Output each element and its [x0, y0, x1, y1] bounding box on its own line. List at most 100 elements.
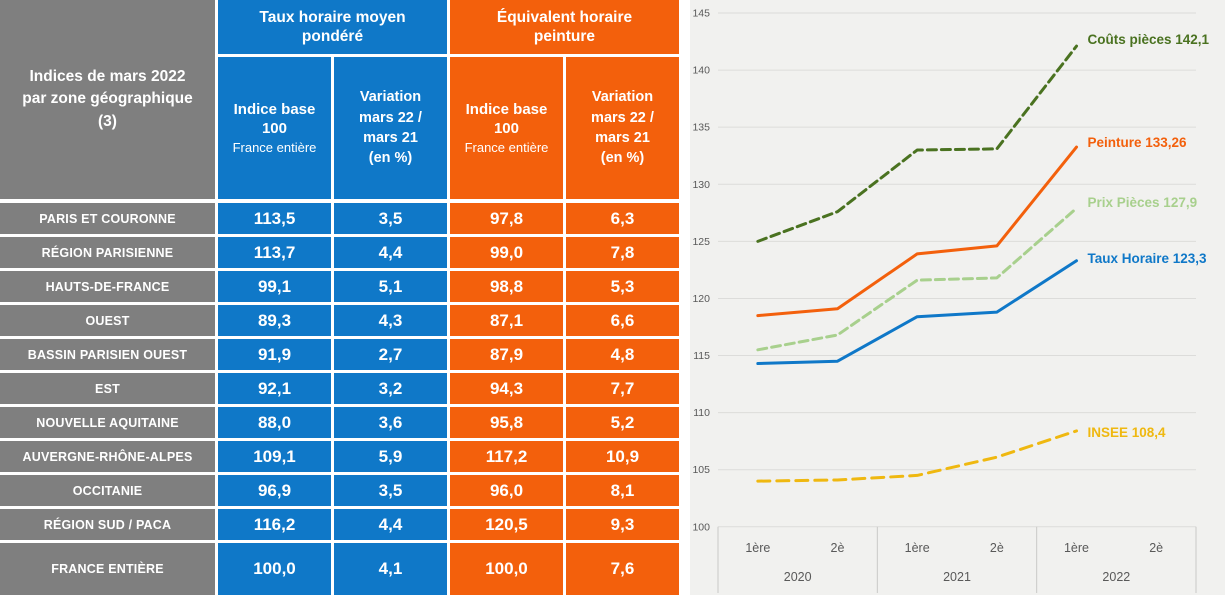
- cell-peinture-indice: 120,5: [450, 509, 563, 540]
- series-end-label: Taux Horaire 123,3: [1088, 251, 1208, 266]
- row-label: NOUVELLE AQUITAINE: [0, 407, 215, 438]
- subheader-indice-note: France entière: [232, 139, 317, 155]
- cell-taux-variation: 3,6: [334, 407, 447, 438]
- y-axis-tick-label: 120: [692, 293, 710, 305]
- table-row: OCCITANIE 96,9 3,5 96,0 8,1: [0, 475, 679, 506]
- cell-taux-indice: 89,3: [218, 305, 331, 336]
- subheader-taux-variation: Variation mars 22 / mars 21 (en %): [334, 57, 447, 199]
- table-header: Indices de mars 2022 par zone géographiq…: [0, 0, 679, 199]
- table-row: FRANCE ENTIÈRE 100,0 4,1 100,0 7,6: [0, 543, 679, 595]
- cell-taux-variation: 3,5: [334, 203, 447, 234]
- cell-peinture-indice: 87,1: [450, 305, 563, 336]
- index-line-chart: 100 105 110 115 120 125 130 135 140 145 1ère 2è 2020…: [690, 0, 1225, 595]
- cell-peinture-indice: 94,3: [450, 373, 563, 404]
- x-axis-half-label: 2è: [990, 541, 1004, 555]
- table-corner-header: Indices de mars 2022 par zone géographiq…: [0, 0, 215, 199]
- cell-peinture-indice: 100,0: [450, 543, 563, 595]
- cell-peinture-indice: 96,0: [450, 475, 563, 506]
- series-end-label: Coûts pièces 142,1: [1088, 32, 1210, 47]
- subheader-variation-label: Variation mars 22 / mars 21 (en %): [591, 89, 654, 167]
- y-axis-tick-label: 105: [692, 464, 710, 476]
- cell-peinture-indice: 98,8: [450, 271, 563, 302]
- row-label: PARIS ET COURONNE: [0, 203, 215, 234]
- cell-peinture-indice: 117,2: [450, 441, 563, 472]
- row-label: BASSIN PARISIEN OUEST: [0, 339, 215, 370]
- x-axis-half-label: 1ère: [905, 541, 930, 555]
- cell-taux-indice: 92,1: [218, 373, 331, 404]
- y-axis-tick-label: 145: [692, 8, 710, 20]
- cell-peinture-indice: 97,8: [450, 203, 563, 234]
- row-label: RÉGION SUD / PACA: [0, 509, 215, 540]
- x-axis-half-label: 2è: [831, 541, 845, 555]
- table-row: BASSIN PARISIEN OUEST 91,9 2,7 87,9 4,8: [0, 339, 679, 370]
- subheader-indice-title: Indice base 100: [465, 101, 548, 137]
- subheader-indice-note: France entière: [464, 139, 549, 155]
- chart-svg: 100 105 110 115 120 125 130 135 140 145 1ère 2è 2020…: [692, 8, 1210, 593]
- cell-taux-indice: 100,0: [218, 543, 331, 595]
- table-row: AUVERGNE-RHÔNE-ALPES 109,1 5,9 117,2 10,…: [0, 441, 679, 472]
- group-header-equivalent-peinture: Équivalent horaire peinture: [450, 0, 679, 54]
- cell-taux-variation: 3,2: [334, 373, 447, 404]
- row-label: FRANCE ENTIÈRE: [0, 543, 215, 595]
- table-row: HAUTS-DE-FRANCE 99,1 5,1 98,8 5,3: [0, 271, 679, 302]
- cell-taux-variation: 2,7: [334, 339, 447, 370]
- cell-peinture-indice: 95,8: [450, 407, 563, 438]
- table-row: PARIS ET COURONNE 113,5 3,5 97,8 6,3: [0, 203, 679, 234]
- table-body: PARIS ET COURONNE 113,5 3,5 97,8 6,3 RÉG…: [0, 203, 679, 595]
- cell-peinture-indice: 99,0: [450, 237, 563, 268]
- series-end-label: INSEE 108,4: [1088, 425, 1167, 440]
- cell-taux-indice: 113,5: [218, 203, 331, 234]
- row-label: EST: [0, 373, 215, 404]
- row-label: RÉGION PARISIENNE: [0, 237, 215, 268]
- cell-peinture-variation: 7,8: [566, 237, 679, 268]
- cell-peinture-variation: 7,7: [566, 373, 679, 404]
- subheader-peinture-indice-base: Indice base 100 France entière: [450, 57, 563, 199]
- x-axis-year-label: 2021: [943, 570, 971, 584]
- cell-peinture-indice: 87,9: [450, 339, 563, 370]
- series-end-label: Peinture 133,26: [1088, 135, 1188, 150]
- cell-taux-variation: 3,5: [334, 475, 447, 506]
- cell-peinture-variation: 7,6: [566, 543, 679, 595]
- cell-taux-indice: 116,2: [218, 509, 331, 540]
- y-axis-tick-label: 135: [692, 122, 710, 134]
- cell-taux-variation: 5,9: [334, 441, 447, 472]
- cell-peinture-variation: 6,6: [566, 305, 679, 336]
- table-row: EST 92,1 3,2 94,3 7,7: [0, 373, 679, 404]
- table-row: RÉGION PARISIENNE 113,7 4,4 99,0 7,8: [0, 237, 679, 268]
- row-label: HAUTS-DE-FRANCE: [0, 271, 215, 302]
- group-header-taux-horaire: Taux horaire moyen pondéré: [218, 0, 447, 54]
- cell-taux-indice: 113,7: [218, 237, 331, 268]
- group-taux-horaire: Taux horaire moyen pondéré Indice base 1…: [218, 0, 447, 199]
- y-axis-tick-label: 100: [692, 521, 710, 533]
- subheader-peinture-variation: Variation mars 22 / mars 21 (en %): [566, 57, 679, 199]
- series-line: [756, 145, 1078, 318]
- y-axis-tick-label: 110: [693, 407, 710, 419]
- series-line: [756, 44, 1078, 243]
- series-line: [756, 259, 1078, 366]
- subheader-variation-label: Variation mars 22 / mars 21 (en %): [359, 89, 422, 167]
- cell-peinture-variation: 9,3: [566, 509, 679, 540]
- cell-taux-indice: 99,1: [218, 271, 331, 302]
- cell-taux-indice: 88,0: [218, 407, 331, 438]
- cell-taux-variation: 5,1: [334, 271, 447, 302]
- x-axis-year-label: 2022: [1102, 570, 1130, 584]
- x-axis-half-label: 1ère: [1064, 541, 1089, 555]
- subheader-taux-indice-base: Indice base 100 France entière: [218, 57, 331, 199]
- cell-taux-variation: 4,3: [334, 305, 447, 336]
- indices-table: Indices de mars 2022 par zone géographiq…: [0, 0, 679, 595]
- x-axis-year-label: 2020: [784, 570, 812, 584]
- cell-taux-variation: 4,4: [334, 237, 447, 268]
- y-axis-tick-label: 125: [692, 236, 710, 248]
- x-axis-half-label: 1ère: [745, 541, 770, 555]
- y-axis-tick-label: 130: [692, 179, 710, 191]
- cell-taux-variation: 4,4: [334, 509, 447, 540]
- cell-peinture-variation: 6,3: [566, 203, 679, 234]
- cell-peinture-variation: 10,9: [566, 441, 679, 472]
- row-label: OCCITANIE: [0, 475, 215, 506]
- subheader-indice-title: Indice base 100: [233, 101, 316, 137]
- series-end-label: Prix Pièces 127,9: [1088, 195, 1198, 210]
- cell-peinture-variation: 4,8: [566, 339, 679, 370]
- group-equivalent-peinture: Équivalent horaire peinture Indice base …: [450, 0, 679, 199]
- row-label: AUVERGNE-RHÔNE-ALPES: [0, 441, 215, 472]
- cell-taux-indice: 109,1: [218, 441, 331, 472]
